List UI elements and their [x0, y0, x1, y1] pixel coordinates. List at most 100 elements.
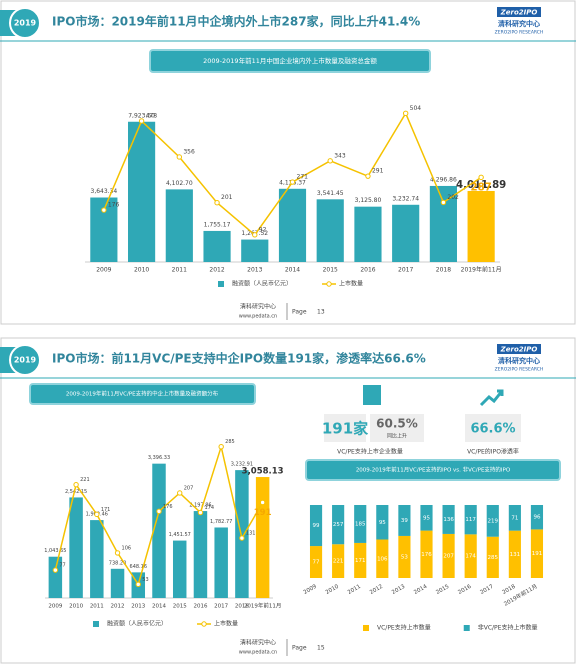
bar-segment [420, 505, 433, 531]
line-point [176, 154, 183, 160]
x-tick-label: 2018 [235, 604, 249, 610]
bar-segment [376, 539, 389, 578]
segment-label: 106 [377, 556, 388, 562]
line-label: 478 [146, 112, 158, 119]
segment-label: 95 [379, 520, 386, 526]
bar [165, 189, 193, 262]
line-label: 191 [254, 508, 272, 518]
line-point [289, 179, 296, 185]
page-number: 15 [317, 645, 325, 652]
segment-label: 185 [355, 521, 366, 527]
chart-title: 2009-2019年前11月VC/PE支持的IPO vs. 非VC/PE支持的I… [356, 466, 511, 474]
line-label: 106 [122, 545, 132, 551]
badge [9, 7, 41, 39]
line-point [135, 581, 141, 588]
bar-label: 3,541.45 [317, 190, 344, 197]
footer-org: 清科研究中心 [240, 303, 276, 311]
badge [9, 344, 41, 376]
segment-label: 136 [443, 517, 454, 523]
legend-label: 融资额（人民币亿元） [232, 280, 292, 288]
badge-text: 2019 [14, 356, 37, 365]
legend-swatch [463, 625, 470, 631]
bar-segment [508, 530, 521, 578]
page-label: Page [292, 309, 307, 316]
bar-segment [530, 529, 544, 578]
bar-segment [398, 535, 411, 578]
bar-label: 3,232.91 [231, 462, 253, 468]
x-tick-label: 2014 [285, 267, 300, 274]
page-number: 13 [317, 309, 325, 316]
slide-title: IPO市场：2019年前11月中企境内外上市287家，同比上升41.4% [52, 14, 420, 29]
x-tick-label: 2015 [323, 267, 338, 274]
stat-count: 191家 [322, 420, 368, 438]
line-label: 171 [101, 507, 111, 513]
line-label: 504 [410, 105, 422, 112]
x-tick-label: 2011 [90, 604, 104, 610]
bar-segment [442, 505, 455, 534]
logo-brand: Zero2IPO [500, 346, 538, 354]
legend-swatch [93, 621, 99, 627]
line-label: 207 [184, 485, 194, 491]
stat-count-caption: VC/PE支持上市企业数量 [337, 448, 403, 456]
line-point [402, 110, 409, 117]
x-tick-label: 2017 [214, 604, 228, 610]
bar-label: 4,102.70 [166, 180, 193, 187]
bar-segment [442, 533, 455, 578]
stats: 191家 60.5% 同比上升 VC/PE支持上市企业数量 66.6% VC/P… [322, 385, 521, 456]
footer-org: 清科研究中心 [240, 639, 276, 647]
stat-box [370, 414, 424, 442]
logo-name: 清科研究中心 [498, 19, 540, 28]
legend-swatch [201, 621, 207, 627]
segment-label: 53 [401, 554, 408, 560]
bar-segment [530, 505, 544, 530]
segment-label: 221 [333, 559, 344, 565]
bar [241, 239, 269, 262]
x-tick-label: 2013 [247, 267, 262, 274]
line-label: 77 [59, 563, 65, 569]
bar-segment [464, 505, 477, 535]
slide-title: IPO市场：前11月VC/PE支持中企IPO数量191家，渗透率达66.6% [52, 351, 426, 366]
x-tick-label: 2015 [173, 604, 187, 610]
bar [467, 190, 495, 262]
slide-header: 2019 IPO市场：前11月VC/PE支持中企IPO数量191家，渗透率达66… [0, 344, 576, 379]
footer: 清科研究中心 www.pedata.cn Page 15 [239, 639, 325, 656]
bar [90, 520, 104, 598]
bar-segment [376, 505, 389, 540]
line-point [94, 511, 100, 518]
bar-label: 2,542.15 [65, 489, 87, 495]
slide-header: 2019 IPO市场：2019年前11月中企境内外上市287家，同比上升41.4… [0, 7, 576, 42]
bar [214, 527, 228, 598]
chart-title: 2009-2019年前11月中国企业境内外上市数量及融资总金额 [203, 56, 377, 65]
x-tick-label: 2014 [152, 604, 166, 610]
bar-segment [354, 505, 367, 543]
line-label: 271 [297, 174, 309, 181]
line-label: 174 [204, 505, 214, 511]
line-point [101, 207, 107, 213]
bar [193, 511, 208, 598]
bar-segment [420, 530, 433, 578]
line-label: 201 [221, 194, 233, 201]
stat-growth-caption: 同比上升 [387, 433, 407, 440]
segment-label: 285 [488, 555, 499, 561]
line-point [156, 508, 162, 515]
x-tick-label: 2019年前11月 [244, 602, 282, 610]
stat-rate: 66.6% [470, 422, 515, 437]
icon [479, 389, 504, 407]
logo-sub: ZERO2IPO RESEARCH [495, 367, 544, 373]
legend-label: 融资额（人民币亿元） [107, 620, 167, 628]
segment-label: 71 [511, 515, 518, 521]
bar-label: 1,782.77 [210, 519, 232, 525]
logo-brand: Zero2IPO [500, 9, 538, 17]
bar-segment [508, 505, 521, 531]
line-point [259, 499, 266, 506]
bar-segment [486, 505, 499, 537]
x-tick-label: 2010 [134, 267, 149, 274]
bar [152, 463, 166, 598]
x-tick-label: 2010 [69, 604, 83, 610]
logo-sub: ZERO2IPO RESEARCH [495, 30, 544, 36]
icon [363, 385, 381, 405]
line-point [218, 444, 224, 450]
line-point [239, 535, 245, 541]
bar [128, 121, 156, 262]
